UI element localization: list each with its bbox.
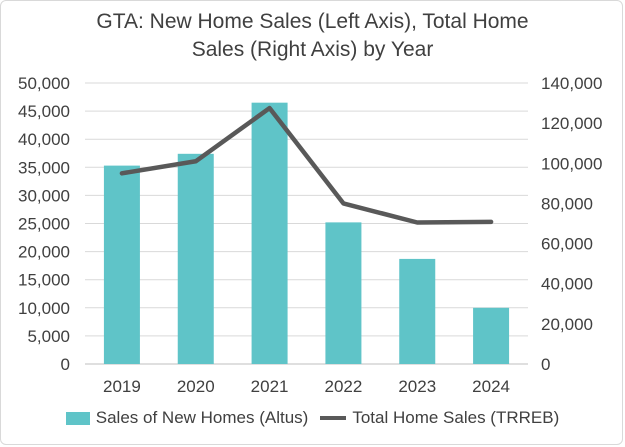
x-tick-label: 2020	[177, 377, 215, 396]
left-tick-label: 30,000	[18, 186, 70, 205]
bar-2019	[103, 165, 140, 364]
left-tick-label: 25,000	[18, 215, 70, 234]
bar-series	[103, 102, 510, 365]
line-series	[119, 105, 494, 225]
right-tick-label: 40,000	[541, 275, 593, 294]
chart-legend: Sales of New Homes (Altus) Total Home Sa…	[0, 408, 625, 428]
chart-title-line-1: GTA: New Home Sales (Left Axis), Total H…	[96, 10, 529, 33]
right-tick-label: 100,000	[541, 154, 602, 173]
left-tick-label: 10,000	[18, 299, 70, 318]
legend-line-swatch	[320, 416, 347, 420]
right-tick-label: 0	[541, 355, 550, 374]
right-tick-label: 20,000	[541, 315, 593, 334]
left-tick-label: 5,000	[27, 327, 70, 346]
left-tick-label: 45,000	[18, 102, 70, 121]
left-tick-label: 0	[61, 355, 70, 374]
bar-2021	[251, 102, 288, 365]
legend-label-new-homes: Sales of New Homes (Altus)	[95, 408, 309, 427]
legend-bar-swatch	[65, 411, 90, 425]
right-tick-label: 140,000	[541, 74, 602, 93]
chart-title: GTA: New Home Sales (Left Axis), Total H…	[0, 8, 625, 64]
right-axis-ticks: 0 20,000 40,000 60,000 80,000 100,000 120,000 1…	[541, 74, 602, 374]
x-tick-label: 2024	[472, 377, 510, 396]
right-tick-label: 80,000	[541, 194, 593, 213]
chart-title-line-2: Sales (Right Axis) by Year	[191, 38, 434, 61]
x-tick-label: 2021	[251, 377, 289, 396]
x-tick-label: 2019	[103, 377, 141, 396]
bar-2022	[325, 222, 362, 364]
left-tick-label: 20,000	[18, 243, 70, 262]
bar-2023	[399, 258, 436, 364]
left-tick-label: 35,000	[18, 158, 70, 177]
right-tick-label: 120,000	[541, 114, 602, 133]
x-tick-label: 2023	[398, 377, 436, 396]
x-axis-ticks: 2019 2020 2021 2022 2023 2024	[103, 377, 510, 396]
legend-item-total-sales: Total Home Sales (TRREB)	[320, 408, 559, 428]
bar-2020	[177, 153, 214, 364]
left-axis-ticks: 0 5,000 10,000 15,000 20,000 25,000 30,000 35,0…	[18, 74, 70, 374]
x-tick-label: 2022	[325, 377, 363, 396]
left-tick-label: 40,000	[18, 130, 70, 149]
left-tick-label: 15,000	[18, 271, 70, 290]
right-tick-label: 60,000	[541, 235, 593, 254]
legend-item-new-homes: Sales of New Homes (Altus)	[65, 408, 309, 428]
total-home-sales-line	[119, 105, 494, 225]
left-tick-label: 50,000	[18, 74, 70, 93]
legend-label-total-sales: Total Home Sales (TRREB)	[352, 408, 560, 427]
bar-2024	[473, 307, 510, 364]
